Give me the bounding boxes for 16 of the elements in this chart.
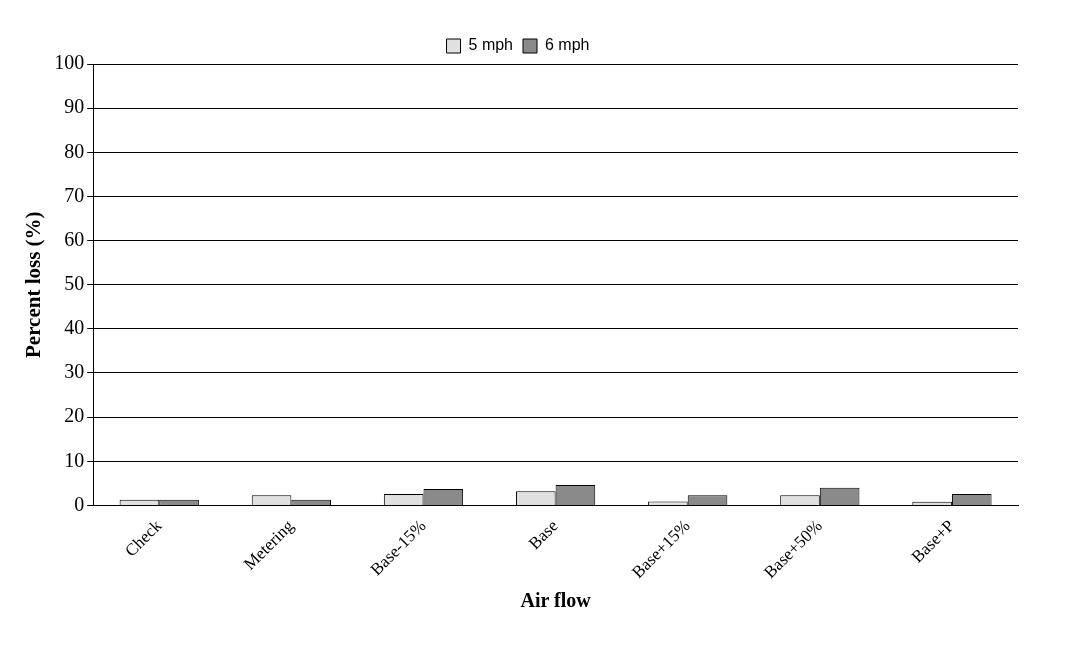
- y-tick-label: 50: [64, 271, 85, 294]
- legend-label: 6 mph: [545, 36, 590, 54]
- y-tick-label: 10: [64, 448, 85, 471]
- legend-label: 5 mph: [468, 36, 513, 54]
- x-axis-title: Air flow: [520, 589, 592, 612]
- y-tick-label: 60: [64, 227, 85, 250]
- y-tick-label: 80: [64, 139, 85, 162]
- y-tick-label: 90: [64, 95, 85, 118]
- y-tick-label: 0: [74, 492, 85, 515]
- y-tick-label: 30: [64, 360, 85, 383]
- y-tick-label: 20: [64, 404, 85, 427]
- y-axis-title: Percent loss (%): [21, 211, 46, 358]
- x-tick-label: Base: [524, 516, 562, 553]
- y-tick-label: 100: [54, 51, 85, 74]
- y-tick-label: 40: [64, 316, 85, 339]
- y-tick-label: 70: [64, 183, 85, 206]
